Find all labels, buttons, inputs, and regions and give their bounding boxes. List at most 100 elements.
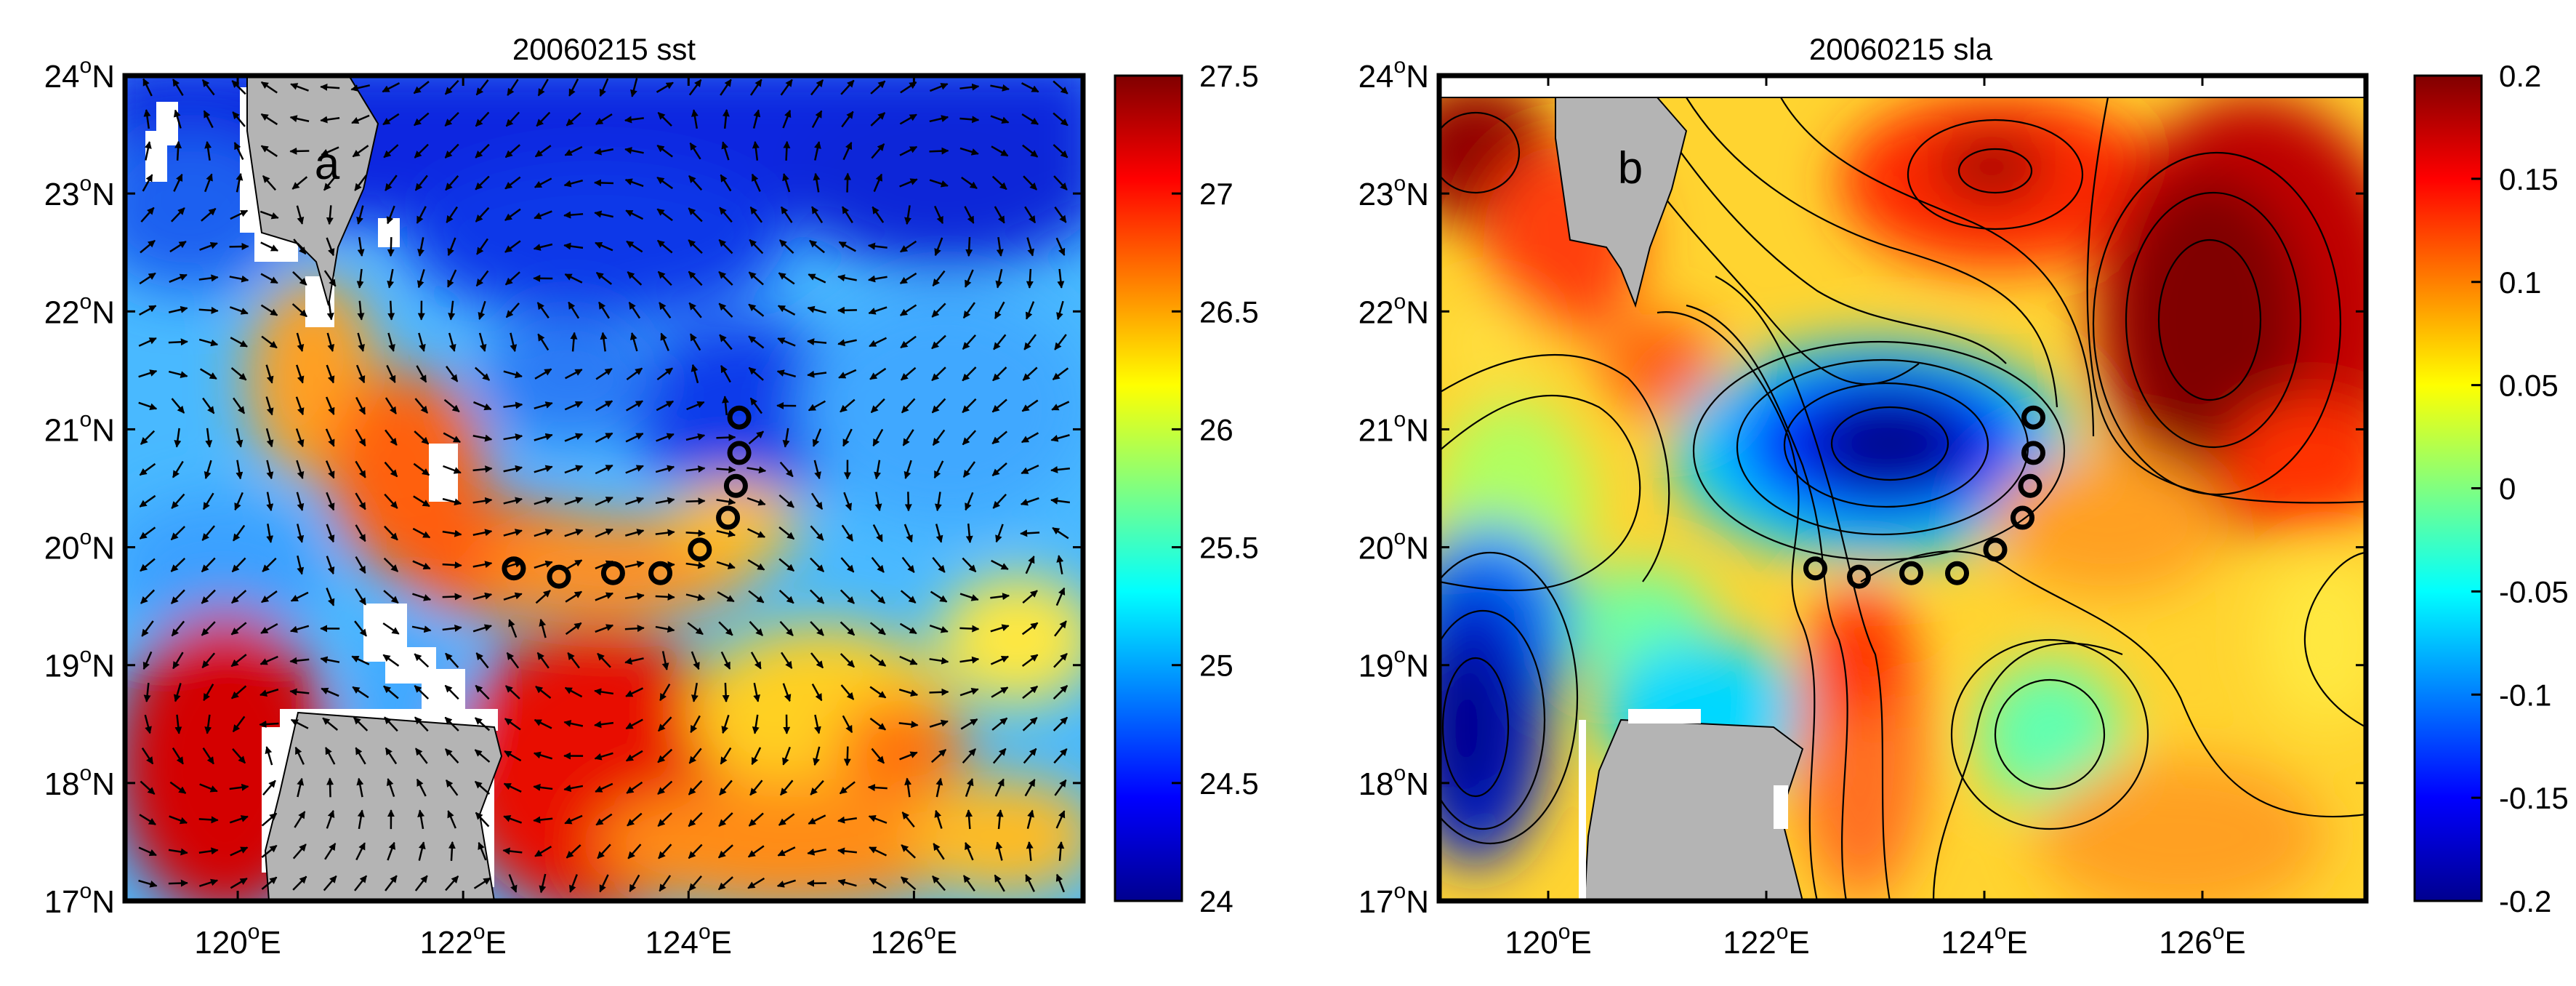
- current-arrow: [475, 366, 491, 381]
- current-arrow: [444, 716, 459, 732]
- current-arrow: [353, 716, 369, 732]
- current-arrow: [716, 561, 736, 569]
- current-arrow: [140, 780, 156, 795]
- current-arrow: [931, 334, 946, 350]
- current-arrow: [413, 81, 430, 95]
- current-arrow: [356, 777, 364, 798]
- current-arrow: [902, 429, 914, 446]
- panel-sst-letter: a: [315, 139, 340, 189]
- current-arrow: [595, 271, 613, 285]
- current-arrow: [357, 809, 365, 830]
- current-arrow: [747, 845, 765, 858]
- current-arrow: [718, 302, 733, 318]
- current-arrow: [139, 462, 156, 476]
- colorbar-tick-label: 27: [1199, 177, 1233, 211]
- current-arrow: [840, 79, 855, 95]
- current-arrow: [233, 397, 246, 414]
- current-arrow: [230, 878, 248, 889]
- current-arrow: [508, 619, 518, 638]
- current-arrow: [904, 205, 912, 225]
- station-marker: [2011, 505, 2034, 530]
- current-arrow: [411, 625, 432, 633]
- current-arrow: [417, 809, 425, 830]
- colorbar-tick-label: 26.5: [1199, 294, 1259, 329]
- current-arrow: [901, 398, 916, 414]
- current-arrow: [326, 364, 335, 384]
- current-arrow: [416, 269, 425, 289]
- current-arrow: [959, 687, 979, 697]
- current-arrow: [594, 688, 614, 696]
- current-arrow: [996, 237, 1004, 257]
- current-arrow: [382, 622, 400, 635]
- current-arrow: [783, 140, 791, 161]
- sst-axis-ticks: [125, 74, 1083, 902]
- current-arrow: [534, 401, 553, 409]
- current-arrow: [297, 777, 305, 798]
- current-arrow: [354, 175, 367, 191]
- current-arrow: [504, 718, 521, 731]
- current-arrow: [779, 461, 794, 478]
- current-arrow: [356, 268, 364, 289]
- current-arrow: [444, 684, 459, 700]
- current-arrow: [294, 746, 305, 765]
- current-arrow: [718, 812, 733, 827]
- current-arrow: [869, 878, 887, 889]
- current-arrow: [416, 206, 427, 224]
- current-arrow: [1051, 401, 1070, 411]
- current-arrow: [628, 301, 641, 319]
- current-arrow: [448, 841, 456, 861]
- current-arrow: [807, 848, 827, 856]
- current-arrow: [595, 464, 613, 475]
- current-arrow: [870, 112, 886, 127]
- current-arrow: [720, 174, 732, 192]
- current-arrow: [935, 777, 943, 798]
- current-arrow: [655, 593, 675, 601]
- sst-lat-labels: 17oN 18oN 19oN 20oN 21oN 22oN 23oN 24oN: [44, 54, 115, 920]
- current-arrow: [476, 238, 489, 255]
- current-arrow: [387, 237, 395, 257]
- current-arrow: [1054, 620, 1067, 637]
- current-arrow: [140, 207, 155, 223]
- current-arrow: [444, 79, 459, 95]
- current-arrow: [140, 558, 156, 572]
- current-arrow: [991, 717, 1008, 731]
- current-arrow: [417, 237, 424, 257]
- current-arrow: [625, 687, 644, 697]
- current-arrow: [899, 655, 918, 665]
- current-arrow: [357, 300, 365, 321]
- current-arrow: [778, 813, 795, 826]
- current-arrow: [351, 655, 370, 665]
- current-arrow: [870, 589, 886, 604]
- current-arrow: [504, 176, 521, 190]
- current-arrow: [965, 269, 974, 288]
- current-arrow: [749, 207, 763, 223]
- current-arrow: [478, 841, 487, 861]
- current-arrow: [929, 719, 949, 728]
- current-arrow: [778, 272, 795, 285]
- current-arrow: [961, 177, 978, 190]
- current-arrow: [867, 275, 887, 283]
- current-arrow: [935, 524, 943, 543]
- current-arrow: [503, 529, 523, 537]
- current-arrow: [872, 206, 885, 223]
- current-arrow: [475, 111, 490, 127]
- current-arrow: [201, 525, 216, 541]
- current-arrow: [965, 237, 973, 257]
- current-arrow: [296, 460, 305, 479]
- current-arrow: [1022, 590, 1038, 604]
- current-arrow: [1053, 652, 1068, 668]
- current-arrow: [900, 335, 917, 349]
- current-arrow: [478, 332, 487, 352]
- current-arrow: [446, 365, 459, 382]
- current-arrow: [994, 301, 1005, 319]
- current-arrow: [412, 527, 431, 539]
- current-arrow: [655, 497, 675, 505]
- current-arrow: [169, 815, 188, 825]
- current-arrow: [292, 270, 307, 286]
- current-arrow: [414, 112, 430, 127]
- current-arrow: [753, 683, 761, 702]
- current-arrow: [472, 465, 493, 473]
- current-arrow: [962, 461, 976, 478]
- current-arrow: [962, 302, 975, 319]
- current-arrow: [934, 809, 943, 829]
